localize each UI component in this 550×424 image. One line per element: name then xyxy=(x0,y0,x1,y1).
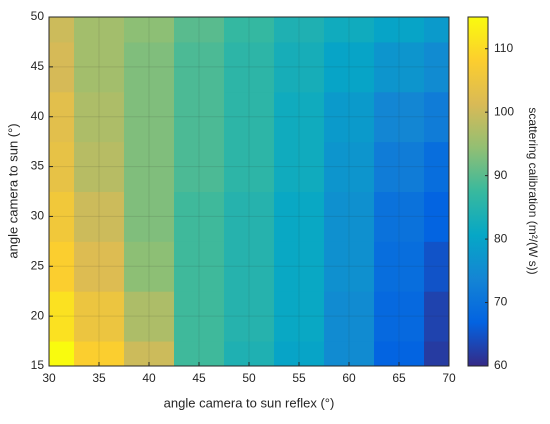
heat-cell xyxy=(424,341,450,367)
heat-cell xyxy=(324,291,375,342)
colorbar-tick-label: 90 xyxy=(494,168,508,182)
heat-cell xyxy=(324,17,375,43)
colorbar-tick-label: 70 xyxy=(494,295,508,309)
heat-cell xyxy=(324,191,375,242)
heat-cell xyxy=(124,17,175,43)
x-tick-label: 35 xyxy=(92,371,106,385)
heat-cell xyxy=(224,91,275,143)
axes xyxy=(48,16,450,367)
heat-cell xyxy=(74,191,125,242)
y-axis-label: angle camera to sun (°) xyxy=(5,123,20,258)
heat-cell xyxy=(274,91,325,143)
heat-cell xyxy=(49,291,75,342)
heat-cell xyxy=(424,191,450,242)
heat-cell xyxy=(374,191,425,242)
x-tick-label: 40 xyxy=(142,371,156,385)
heat-cell xyxy=(424,241,450,292)
colorbar-tick-label: 100 xyxy=(494,104,514,118)
colorbar xyxy=(467,16,489,367)
heat-cell xyxy=(174,91,225,143)
y-tick-label: 15 xyxy=(31,358,45,372)
x-tick-label: 65 xyxy=(392,371,406,385)
heat-cell xyxy=(49,17,75,43)
heat-cell xyxy=(174,291,225,342)
heat-cell xyxy=(374,291,425,342)
x-tick-label: 70 xyxy=(442,371,456,385)
heat-cell xyxy=(374,141,425,192)
heat-cell xyxy=(274,41,325,93)
y-tick-label: 45 xyxy=(31,59,45,73)
heat-cell xyxy=(124,241,175,292)
heat-cell xyxy=(424,291,450,342)
heat-cell xyxy=(74,141,125,192)
heat-cell xyxy=(274,241,325,292)
x-tick-label: 55 xyxy=(292,371,306,385)
colorbar-tick-label: 60 xyxy=(494,358,508,372)
heat-cell xyxy=(49,41,75,93)
x-tick-label: 30 xyxy=(42,371,56,385)
heat-cell xyxy=(74,17,125,43)
heat-cell xyxy=(224,191,275,242)
heat-cell xyxy=(124,191,175,242)
y-tick-label: 35 xyxy=(31,159,45,173)
heat-cell xyxy=(174,141,225,192)
y-tick-label: 20 xyxy=(31,308,45,322)
heat-cell xyxy=(224,241,275,292)
heat-cell xyxy=(324,41,375,93)
heat-cell xyxy=(124,291,175,342)
colorbar-label: scattering calibration (m²/(W s)) xyxy=(526,107,540,274)
heat-cell xyxy=(324,241,375,292)
heat-cell xyxy=(424,91,450,143)
heat-cell xyxy=(324,141,375,192)
heat-cell xyxy=(274,291,325,342)
y-tick-label: 50 xyxy=(31,9,45,23)
heat-cell xyxy=(124,141,175,192)
y-tick-label: 25 xyxy=(31,258,45,272)
heat-cell xyxy=(374,241,425,292)
heat-cell xyxy=(74,91,125,143)
heat-cell xyxy=(124,91,175,143)
x-tick-label: 45 xyxy=(192,371,206,385)
heat-cell xyxy=(49,91,75,143)
heat-cell xyxy=(74,41,125,93)
heat-cell xyxy=(274,191,325,242)
heat-cell xyxy=(424,141,450,192)
heat-cell xyxy=(374,91,425,143)
heat-cell xyxy=(424,41,450,93)
heat-cell xyxy=(224,41,275,93)
y-tick-label: 40 xyxy=(31,109,45,123)
heat-cell xyxy=(274,141,325,192)
heat-cell xyxy=(374,17,425,43)
heat-cell xyxy=(49,191,75,242)
heat-cell xyxy=(174,41,225,93)
heat-cell xyxy=(224,291,275,342)
plot-frame xyxy=(48,16,450,367)
heat-cell xyxy=(49,341,75,367)
heat-cell xyxy=(274,17,325,43)
heat-cell xyxy=(74,241,125,292)
heat-cell xyxy=(374,41,425,93)
heat-cell xyxy=(174,241,225,292)
heat-cell xyxy=(49,241,75,292)
heat-cell xyxy=(124,41,175,93)
heat-cell xyxy=(224,141,275,192)
colorbar-tick-label: 80 xyxy=(494,231,508,245)
y-tick-label: 30 xyxy=(31,209,45,223)
heat-cell xyxy=(174,191,225,242)
heat-cell xyxy=(74,291,125,342)
x-axis-label: angle camera to sun reflex (°) xyxy=(164,395,335,410)
x-tick-label: 60 xyxy=(342,371,356,385)
x-tick-label: 50 xyxy=(242,371,256,385)
heat-cell xyxy=(324,91,375,143)
heat-cell xyxy=(174,17,225,43)
colorbar-tick-label: 110 xyxy=(494,41,513,55)
heat-cell xyxy=(424,17,450,43)
heat-cell xyxy=(49,141,75,192)
heat-cell xyxy=(224,17,275,43)
